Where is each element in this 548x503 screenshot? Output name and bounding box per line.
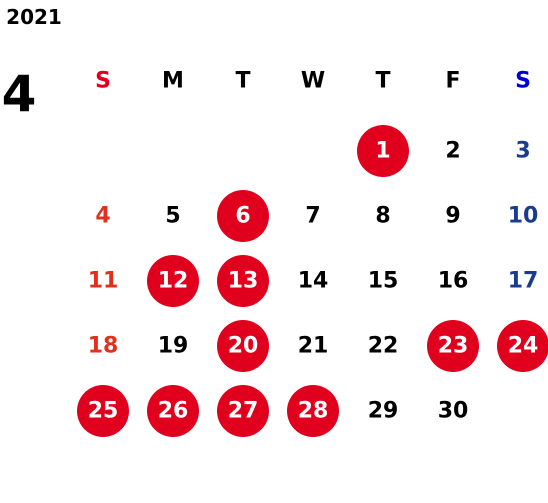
day-number: 10 bbox=[508, 204, 539, 229]
day-number: 22 bbox=[368, 334, 399, 359]
day-number: 23 bbox=[438, 334, 469, 359]
day-number: 30 bbox=[438, 399, 469, 424]
day-number: 20 bbox=[228, 334, 259, 359]
day-number: 29 bbox=[368, 399, 399, 424]
day-circle bbox=[217, 385, 269, 437]
weekday-label: S bbox=[95, 69, 111, 94]
day-number: 12 bbox=[158, 269, 189, 294]
day-circle bbox=[147, 385, 199, 437]
day-number: 27 bbox=[228, 399, 259, 424]
day-number: 17 bbox=[508, 269, 539, 294]
day-number: 15 bbox=[368, 269, 399, 294]
day-number: 21 bbox=[298, 334, 329, 359]
day-number: 28 bbox=[298, 399, 329, 424]
year: 2021 bbox=[6, 5, 62, 29]
day-circle bbox=[217, 320, 269, 372]
day-circle bbox=[217, 190, 269, 242]
day-number: 25 bbox=[88, 399, 119, 424]
day-number: 13 bbox=[228, 269, 259, 294]
day-circle bbox=[217, 255, 269, 307]
day-number: 24 bbox=[508, 334, 539, 359]
day-number: 3 bbox=[515, 139, 530, 164]
day-circle bbox=[287, 385, 339, 437]
weekday-label: M bbox=[162, 69, 184, 94]
day-number: 5 bbox=[165, 204, 180, 229]
day-number: 9 bbox=[445, 204, 460, 229]
day-number: 7 bbox=[305, 204, 320, 229]
day-number: 16 bbox=[438, 269, 469, 294]
day-number: 6 bbox=[235, 204, 250, 229]
day-number: 18 bbox=[88, 334, 119, 359]
weekday-label: S bbox=[515, 69, 531, 94]
day-number: 11 bbox=[88, 269, 119, 294]
day-circle bbox=[357, 125, 409, 177]
weekday-label: W bbox=[301, 69, 325, 94]
day-number: 26 bbox=[158, 399, 189, 424]
day-number: 4 bbox=[95, 204, 110, 229]
day-circle bbox=[427, 320, 479, 372]
day-circle bbox=[147, 255, 199, 307]
day-number: 8 bbox=[375, 204, 390, 229]
day-number: 2 bbox=[445, 139, 460, 164]
day-circle bbox=[77, 385, 129, 437]
day-number: 14 bbox=[298, 269, 329, 294]
day-circle bbox=[497, 320, 548, 372]
month: 4 bbox=[2, 65, 37, 123]
weekday-label: F bbox=[445, 69, 460, 94]
day-number: 19 bbox=[158, 334, 189, 359]
weekday-label: T bbox=[235, 69, 250, 94]
day-number: 1 bbox=[375, 139, 390, 164]
weekday-label: T bbox=[375, 69, 390, 94]
